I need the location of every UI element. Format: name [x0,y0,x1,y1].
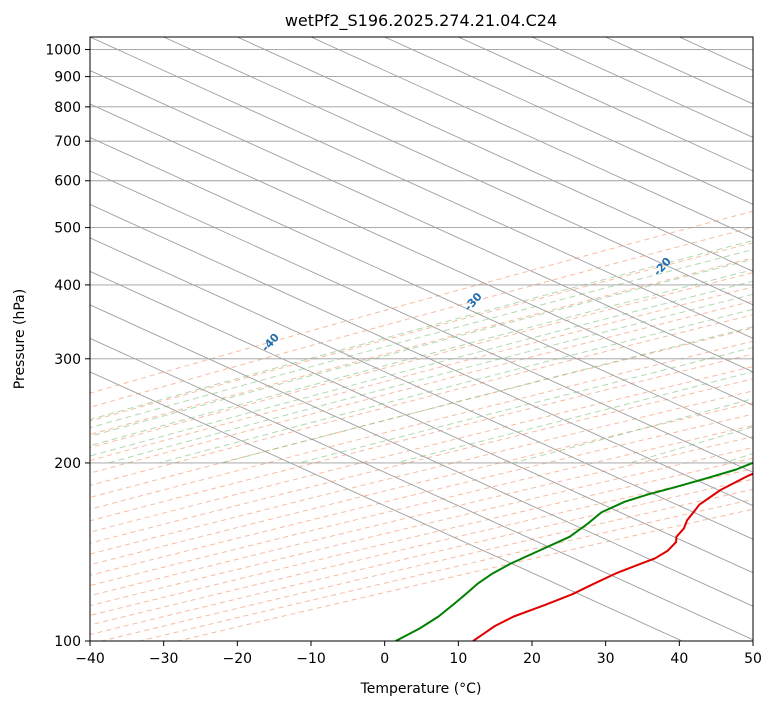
x-tick-label: 50 [744,651,762,667]
x-tick-label: −40 [75,651,105,667]
x-tick-label: −20 [223,651,253,667]
x-tick-label: 40 [670,651,688,667]
dry-adiabat [90,468,753,626]
y-tick-label: 300 [54,352,81,368]
dry-adiabat-label: -20 [651,255,674,279]
isotherm [90,371,683,641]
isotherm [90,203,753,507]
x-tick-label: −10 [296,651,326,667]
y-tick-label: 900 [54,70,81,86]
isotherm [90,237,753,540]
isotherm [163,37,753,306]
y-tick-label: 800 [54,100,81,116]
moist-adiabat [90,249,753,429]
x-axis-label: Temperature (°C) [360,681,482,697]
y-tick-label: 700 [54,134,81,150]
y-tick-label: 200 [54,456,81,472]
moist-adiabat [90,240,753,421]
moist-adiabat [107,293,753,464]
isotherm [458,37,753,172]
moist-adiabat [90,269,753,447]
plot-frame [89,36,754,642]
isotherm [531,37,753,138]
isotherm [90,170,753,473]
isotherm [90,103,753,406]
background-lines [90,37,753,641]
isotherm [90,69,753,373]
dewpoint-line [395,461,753,641]
y-axis-label: Pressure (hPa) [12,289,28,389]
dry-adiabat [90,300,753,474]
isotherm [310,37,753,239]
dry-adiabat [90,378,753,544]
y-tick-label: 1000 [45,43,81,59]
x-tick-label: 30 [597,651,615,667]
moist-adiabat [159,308,753,464]
dry-adiabat-label: -40 [259,331,282,355]
isotherm [679,37,753,71]
isotherm [237,37,753,272]
y-axis: 100 200 300 400 500 600 700 800 900 1000 [45,43,90,650]
reference-line-labels: 0.10.20.40.611.52346810131620253036-100-… [90,255,674,394]
x-tick-label: 10 [449,651,467,667]
moist-adiabat [512,398,753,464]
chart-title: wetPf2_S196.2025.274.21.04.C24 [285,11,557,31]
x-axis: −40 −30 −20 −10 0 10 20 30 40 50 [75,641,762,667]
dry-adiabat [90,340,753,510]
dry-adiabat [90,286,753,462]
isotherm [90,304,753,607]
isotherm [384,37,753,205]
dry-adiabat [90,257,753,436]
temperature-line [472,472,753,641]
y-tick-label: 100 [54,634,81,650]
y-tick-label: 400 [54,278,81,294]
dry-adiabat [90,242,753,422]
isotherm [90,270,753,574]
profile-series [395,461,753,641]
isotherm [752,37,753,38]
dry-adiabat [101,488,753,641]
x-tick-label: 0 [380,651,389,667]
y-tick-label: 500 [54,221,81,237]
moist-adiabat [723,452,753,464]
dry-adiabat [90,366,753,533]
y-tick-label: 600 [54,174,81,190]
isotherm [90,337,753,641]
x-tick-label: 20 [523,651,541,667]
dry-adiabat-label: -30 [462,290,485,314]
x-tick-label: −30 [149,651,179,667]
isotherm [90,37,753,339]
